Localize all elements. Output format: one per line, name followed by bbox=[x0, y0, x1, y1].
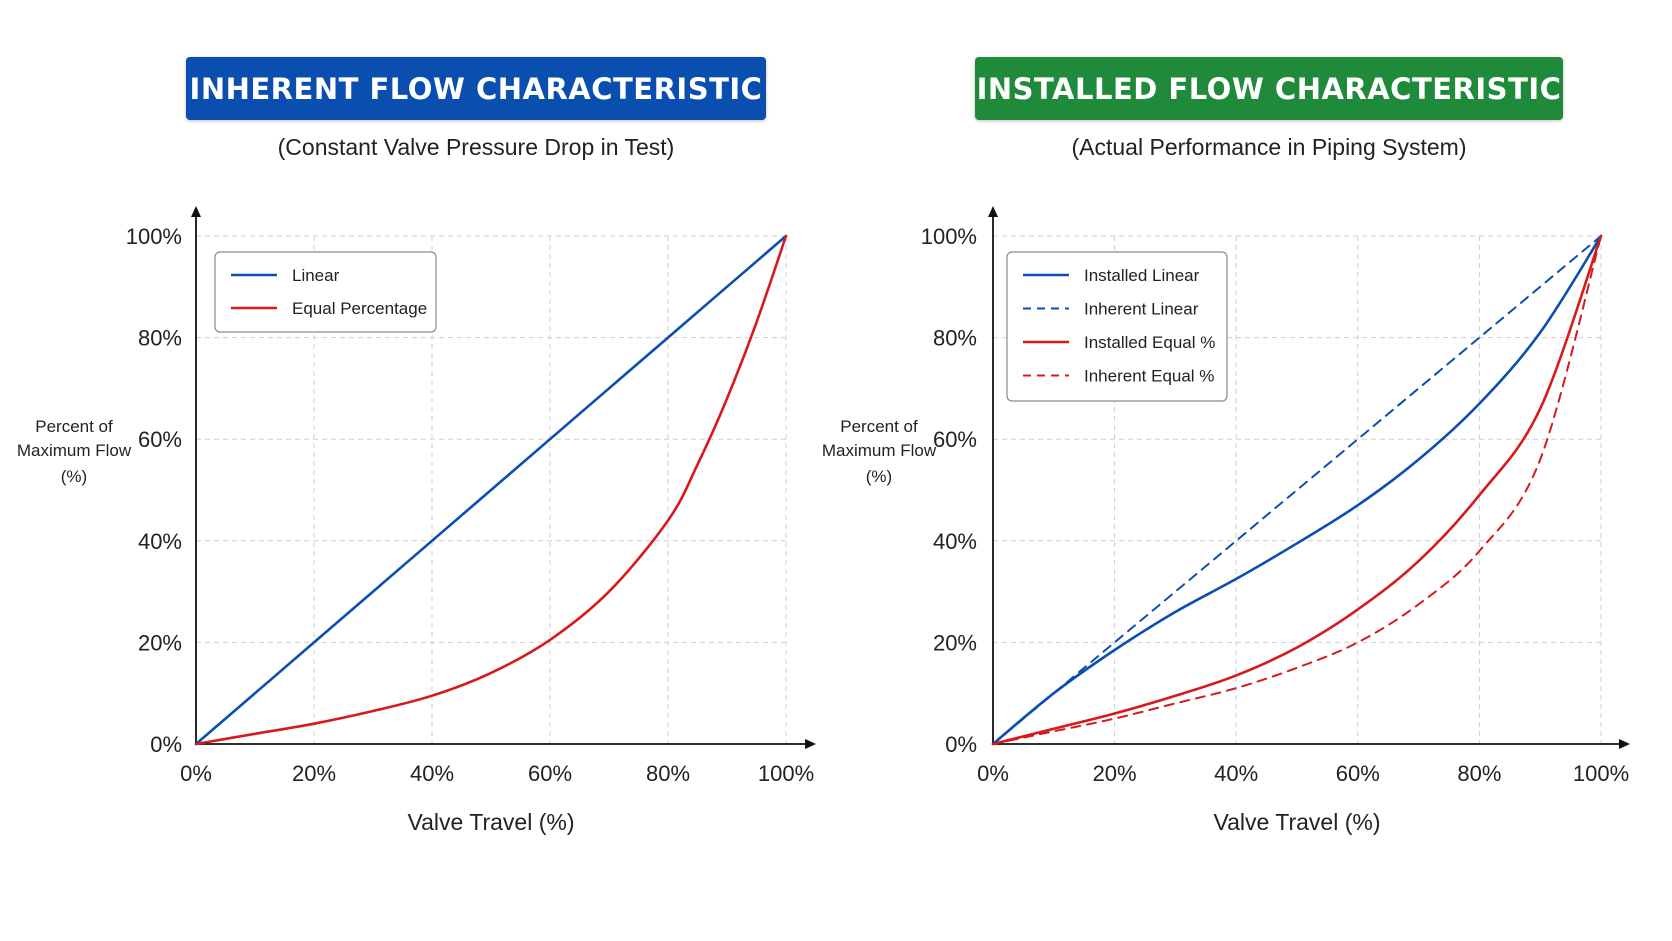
legend-label: Installed Linear bbox=[1084, 266, 1200, 285]
x-tick-label: 40% bbox=[410, 761, 454, 786]
y-axis-arrow bbox=[191, 206, 201, 217]
series-line-inherent-equal bbox=[992, 235, 1602, 745]
legend-label: Installed Equal % bbox=[1084, 333, 1215, 352]
y-tick-label: 80% bbox=[933, 326, 977, 351]
x-tick-label: 20% bbox=[292, 761, 336, 786]
y-tick-label: 60% bbox=[933, 427, 977, 452]
y-tick-label: 80% bbox=[138, 326, 182, 351]
y-tick-label: 100% bbox=[126, 224, 182, 249]
series-line-installed-linear bbox=[991, 234, 1603, 746]
y-axis-title-line: Maximum Flow bbox=[17, 441, 132, 460]
y-axis-title-line: (%) bbox=[61, 467, 87, 486]
right-title: INSTALLED FLOW CHARACTERISTIC bbox=[976, 71, 1562, 106]
y-tick-label: 60% bbox=[138, 427, 182, 452]
y-tick-label: 100% bbox=[921, 224, 977, 249]
x-tick-label: 0% bbox=[977, 761, 1009, 786]
y-tick-label: 20% bbox=[138, 630, 182, 655]
y-tick-label: 20% bbox=[933, 630, 977, 655]
left-subtitle: (Constant Valve Pressure Drop in Test) bbox=[277, 134, 675, 160]
x-tick-label: 60% bbox=[1336, 761, 1380, 786]
legend-box bbox=[214, 251, 437, 333]
legend-label: Inherent Equal % bbox=[1084, 367, 1214, 386]
y-axis-title-line: (%) bbox=[866, 467, 892, 486]
x-tick-label: 0% bbox=[180, 761, 212, 786]
x-axis-title: Valve Travel (%) bbox=[407, 809, 574, 835]
y-axis-title-line: Percent of bbox=[35, 417, 113, 436]
legend-box bbox=[1006, 251, 1228, 402]
y-tick-label: 0% bbox=[150, 732, 182, 757]
x-tick-label: 80% bbox=[646, 761, 690, 786]
y-tick-label: 40% bbox=[138, 529, 182, 554]
left-title-banner: INHERENT FLOW CHARACTERISTIC bbox=[186, 57, 766, 120]
x-tick-label: 100% bbox=[758, 761, 814, 786]
y-tick-label: 40% bbox=[933, 529, 977, 554]
y-tick-label: 0% bbox=[945, 732, 977, 757]
right-subtitle: (Actual Performance in Piping System) bbox=[1071, 134, 1467, 160]
y-axis-title-line: Percent of bbox=[840, 417, 918, 436]
left-title: INHERENT FLOW CHARACTERISTIC bbox=[189, 71, 763, 106]
x-tick-label: 80% bbox=[1457, 761, 1501, 786]
x-tick-label: 40% bbox=[1214, 761, 1258, 786]
series-line-equal-percentage bbox=[194, 234, 788, 746]
right-title-banner: INSTALLED FLOW CHARACTERISTIC bbox=[975, 57, 1563, 120]
x-tick-label: 60% bbox=[528, 761, 572, 786]
x-axis-arrow bbox=[1619, 739, 1630, 749]
x-tick-label: 20% bbox=[1093, 761, 1137, 786]
x-axis-title: Valve Travel (%) bbox=[1213, 809, 1380, 835]
legend-label: Equal Percentage bbox=[292, 299, 427, 318]
x-tick-label: 100% bbox=[1573, 761, 1629, 786]
y-axis-title-line: Maximum Flow bbox=[822, 441, 937, 460]
legend-label: Inherent Linear bbox=[1084, 300, 1199, 319]
legend-label: Linear bbox=[292, 266, 340, 285]
x-axis-arrow bbox=[805, 739, 816, 749]
series-line-linear bbox=[194, 234, 788, 746]
inherent-flow-chart: 0% 20% 40% 60% 80% 100% 0% 20% 40% 60% 80% 100% Valv… bbox=[17, 206, 816, 835]
series-line-installed-equal bbox=[991, 234, 1603, 746]
y-axis-arrow bbox=[988, 206, 998, 217]
